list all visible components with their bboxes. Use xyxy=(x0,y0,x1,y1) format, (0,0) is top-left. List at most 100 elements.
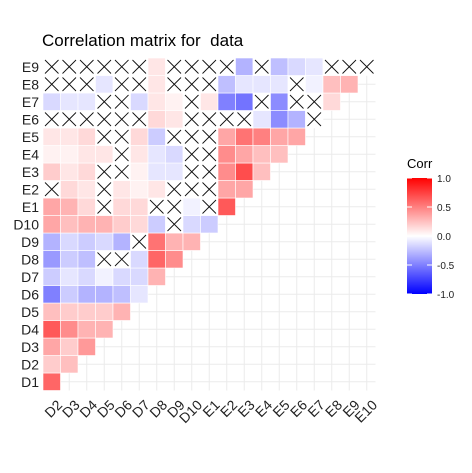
chart-title: Correlation matrix for data xyxy=(42,31,244,50)
heatmap-cell xyxy=(77,197,96,216)
heatmap-cell xyxy=(200,92,219,111)
heatmap-cell xyxy=(165,145,184,164)
heatmap-cell xyxy=(42,337,61,356)
insignificant-x-marker xyxy=(167,77,182,92)
heatmap-cell xyxy=(270,57,289,76)
insignificant-x-marker xyxy=(307,112,322,127)
heatmap-cell xyxy=(60,285,79,304)
heatmap-cell xyxy=(305,57,324,76)
heatmap-cell xyxy=(60,267,79,286)
heatmap-cell xyxy=(60,127,79,146)
insignificant-x-marker xyxy=(114,164,129,179)
insignificant-x-marker xyxy=(219,112,234,127)
x-tick-label: E10 xyxy=(351,397,380,426)
heatmap-cell xyxy=(182,215,201,234)
heatmap-cell xyxy=(252,162,271,181)
insignificant-x-marker xyxy=(167,182,182,197)
heatmap-cell xyxy=(322,92,341,111)
legend-title: Corr xyxy=(407,156,433,171)
heatmap-cell xyxy=(130,250,149,269)
heatmap-cell xyxy=(42,372,61,391)
heatmap-cell xyxy=(77,337,96,356)
insignificant-x-marker xyxy=(202,164,217,179)
insignificant-x-marker xyxy=(97,59,112,74)
heatmap-cell xyxy=(95,302,114,321)
insignificant-x-marker xyxy=(202,77,217,92)
heatmap-cell xyxy=(77,127,96,146)
heatmap-cell xyxy=(235,145,254,164)
insignificant-x-marker xyxy=(254,94,269,109)
y-tick-label: D2 xyxy=(21,356,39,372)
heatmap-cell xyxy=(270,145,289,164)
insignificant-x-marker xyxy=(184,182,199,197)
heatmap-cell xyxy=(147,57,166,76)
heatmap-cell xyxy=(270,127,289,146)
heatmap-cell xyxy=(77,250,96,269)
heatmap-cell xyxy=(112,285,131,304)
insignificant-x-marker xyxy=(79,59,94,74)
insignificant-x-marker xyxy=(114,112,129,127)
y-tick-label: D1 xyxy=(21,374,39,390)
heatmap-cell xyxy=(182,197,201,216)
insignificant-x-marker xyxy=(97,129,112,144)
heatmap-cell xyxy=(165,162,184,181)
heatmap-cell xyxy=(42,127,61,146)
heatmap-cell xyxy=(112,267,131,286)
y-tick-label: E4 xyxy=(22,146,39,162)
heatmap-cell xyxy=(60,92,79,111)
insignificant-x-marker xyxy=(202,59,217,74)
heatmap-cell xyxy=(77,180,96,199)
heatmap-cell xyxy=(60,232,79,251)
heatmap-cell xyxy=(217,75,236,94)
y-tick-label: E1 xyxy=(22,199,39,215)
heatmap-cell xyxy=(112,302,131,321)
heatmap-cell xyxy=(60,197,79,216)
insignificant-x-marker xyxy=(184,164,199,179)
insignificant-x-marker xyxy=(237,112,252,127)
insignificant-x-marker xyxy=(62,59,77,74)
insignificant-x-marker xyxy=(167,199,182,214)
heatmap-cell xyxy=(95,320,114,339)
heatmap-cell xyxy=(130,92,149,111)
heatmap-cell xyxy=(235,162,254,181)
heatmap-cell xyxy=(252,145,271,164)
heatmap-cell xyxy=(305,75,324,94)
insignificant-x-marker xyxy=(184,94,199,109)
insignificant-x-marker xyxy=(202,112,217,127)
heatmap-cell xyxy=(42,215,61,234)
y-tick-label: E2 xyxy=(22,181,39,197)
insignificant-x-marker xyxy=(97,182,112,197)
heatmap-cell xyxy=(42,250,61,269)
heatmap-cell xyxy=(340,75,359,94)
heatmap-cell xyxy=(217,162,236,181)
heatmap-cell xyxy=(287,127,306,146)
y-tick-label: E6 xyxy=(22,111,39,127)
heatmap-cell xyxy=(252,127,271,146)
heatmap-cell xyxy=(130,180,149,199)
heatmap-cell xyxy=(130,267,149,286)
insignificant-x-marker xyxy=(44,77,59,92)
y-tick-label: E5 xyxy=(22,129,39,145)
heatmap-cell xyxy=(147,250,166,269)
heatmap-cell xyxy=(147,232,166,251)
y-tick-label: D6 xyxy=(21,286,39,302)
heatmap-cell xyxy=(165,92,184,111)
heatmap-cell xyxy=(42,145,61,164)
heatmap-cell xyxy=(147,110,166,129)
heatmap-cell xyxy=(77,215,96,234)
heatmap-cell xyxy=(235,75,254,94)
heatmap-cell xyxy=(60,250,79,269)
heatmap-cell xyxy=(95,145,114,164)
insignificant-x-marker xyxy=(184,112,199,127)
insignificant-x-marker xyxy=(97,252,112,267)
insignificant-x-marker xyxy=(167,129,182,144)
y-tick-label: D5 xyxy=(21,304,39,320)
insignificant-x-marker xyxy=(44,182,59,197)
heatmap-cell xyxy=(270,110,289,129)
heatmap-cell xyxy=(147,75,166,94)
insignificant-x-marker xyxy=(114,252,129,267)
heatmap-cell xyxy=(60,302,79,321)
